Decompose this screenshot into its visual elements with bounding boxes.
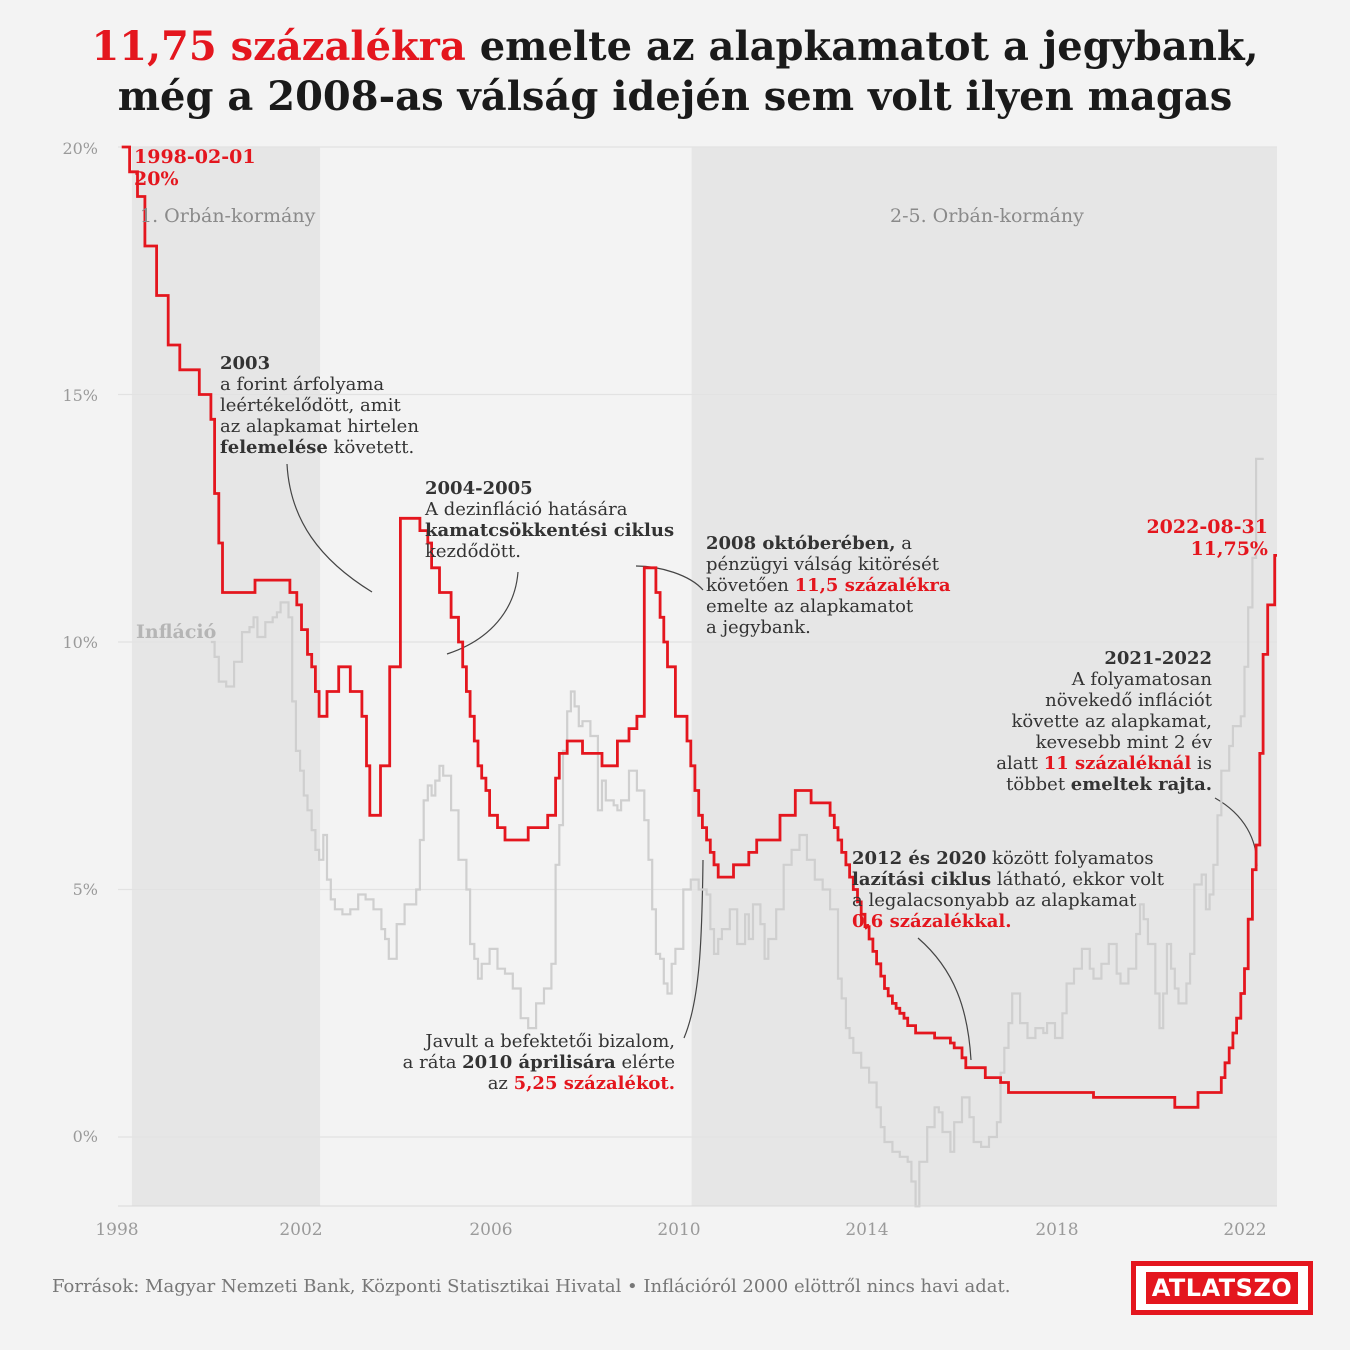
x-tick-label-1998: 1998: [95, 1220, 139, 1240]
annotation-2004-bold: kamatcsökkentési ciklus: [425, 520, 675, 541]
period-label-1: 1. Orbán-kormány: [140, 205, 316, 227]
annotation-2021-year: 2021-2022: [1104, 648, 1212, 669]
end-label: 2022-08-31 11,75%: [1100, 516, 1268, 560]
annotation-2008-bold: 2008 októberében,: [706, 533, 896, 554]
annotation-2012-red: 0,6 százalékkal.: [852, 911, 1012, 932]
title-line-1-rest: emelte az alapkamatot a jegybank,: [465, 23, 1259, 70]
start-label: 1998-02-01 20%: [134, 146, 256, 190]
annotation-2021-line: követte az alapkamat,: [1011, 711, 1212, 732]
annotation-2012-bold: 2012 és 2020: [852, 848, 987, 869]
annotation-2003-line: leértékelődött, amit: [220, 395, 401, 416]
annotation-2008-line: a jegybank.: [706, 617, 811, 638]
annotation-2021-line: növekedő inflációt: [1045, 690, 1212, 711]
annotation-2021-2022: 2021-2022 A folyamatosan növekedő inflác…: [960, 648, 1212, 795]
annotation-2021-line: is: [1191, 753, 1212, 774]
annotation-2010-line: az: [487, 1073, 514, 1094]
logo-text: ATLATSZO: [1145, 1272, 1299, 1304]
annotation-2008-red: 11,5 százalékra: [794, 575, 951, 596]
leader-2012: [917, 937, 972, 1061]
annotation-2003: 2003 a forint árfolyama leértékelődött, …: [220, 353, 419, 458]
annotation-2010: Javult a befektetői bizalom, a ráta 2010…: [380, 1031, 675, 1094]
annotation-2021-line: alatt: [996, 753, 1044, 774]
title-line-2: még a 2008-as válság idején sem volt ily…: [117, 73, 1233, 120]
annotation-2008-line: követően: [706, 575, 795, 596]
leader-2010: [683, 859, 704, 1039]
annotation-2008: 2008 októberében, a pénzügyi válság kitö…: [706, 533, 951, 638]
title-line-1: 11,75 százalékra emelte az alapkamatot a…: [0, 22, 1350, 72]
x-tick-label-2018: 2018: [1035, 1220, 1079, 1240]
annotation-2004-2005: 2004-2005 A dezinfláció hatására kamatcs…: [425, 478, 674, 562]
leader-2004: [446, 571, 519, 655]
annotation-2012-line: között folyamatos: [986, 848, 1154, 869]
y-tick-label-15: 15%: [62, 386, 98, 405]
annotation-2012-bold: lazítási ciklus: [852, 869, 992, 890]
leader-2003: [286, 463, 373, 593]
x-tick-label-2022: 2022: [1223, 1220, 1267, 1240]
start-value: 20%: [134, 168, 179, 190]
annotation-2003-bold: felemelése: [220, 437, 328, 458]
annotation-2008-line: a: [895, 533, 912, 554]
annotation-2021-line: A folyamatosan: [1071, 669, 1212, 690]
annotation-2021-line: kevesebb mint 2 év: [1035, 732, 1212, 753]
annotation-2012-2020: 2012 és 2020 között folyamatos lazítási …: [852, 848, 1164, 932]
end-value: 11,75%: [1190, 538, 1268, 560]
y-tick-label-10: 10%: [62, 633, 98, 652]
annotation-2004-line: kezdődött.: [425, 541, 521, 562]
start-date: 1998-02-01: [134, 146, 256, 168]
annotation-2010-bold: 2010 áprilisára: [462, 1052, 616, 1073]
annotation-2021-line: többet: [1006, 774, 1071, 795]
annotation-2021-red: 11 százaléknál: [1043, 753, 1192, 774]
x-tick-label-2014: 2014: [845, 1220, 889, 1240]
annotation-2010-red: 5,25 százalékot.: [513, 1073, 675, 1094]
inflation-series-label: Infláció: [136, 621, 217, 643]
title-highlight: 11,75 százalékra: [91, 23, 466, 70]
annotation-2010-line: Javult a befektetői bizalom,: [425, 1031, 675, 1052]
annotation-2004-year: 2004-2005: [425, 478, 533, 499]
annotation-leaders: [286, 463, 1258, 1061]
annotation-2010-line: elérte: [615, 1052, 675, 1073]
gridlines: [118, 146, 1277, 1138]
annotation-2008-line: emelte az alapkamatot: [706, 596, 914, 617]
period-band-2: [691, 147, 1277, 1206]
series-layer: [121, 145, 1277, 1208]
y-tick-label-0: 0%: [72, 1127, 98, 1146]
chart-title: 11,75 százalékra emelte az alapkamatot a…: [0, 22, 1350, 122]
annotation-2003-line: követett.: [327, 437, 415, 458]
atlatszo-logo: ATLATSZO: [1131, 1261, 1313, 1315]
leader-2008: [635, 565, 704, 591]
annotation-2010-line: a ráta: [402, 1052, 463, 1073]
x-tick-label-2010: 2010: [657, 1220, 701, 1240]
annotation-2012-line: látható, ekkor volt: [991, 869, 1165, 890]
base-rate-line: [121, 145, 1277, 1109]
x-tick-label-2006: 2006: [469, 1220, 513, 1240]
inflation-line: [210, 457, 1264, 1208]
y-tick-label-5: 5%: [72, 880, 98, 899]
annotation-2012-line: a legalacsonyabb az alapkamat: [852, 890, 1137, 911]
annotation-2004-line: A dezinfláció hatására: [425, 499, 628, 520]
y-tick-label-20: 20%: [62, 139, 98, 158]
annotation-2008-line: pénzügyi válság kitörését: [706, 554, 939, 575]
period-bands: [131, 147, 1277, 1206]
period-band-1: [131, 147, 321, 1206]
source-note: Források: Magyar Nemzeti Bank, Központi …: [52, 1276, 1011, 1297]
annotation-2003-year: 2003: [220, 353, 271, 374]
end-date: 2022-08-31: [1146, 516, 1268, 538]
annotation-2021-bold: emeltek rajta.: [1070, 774, 1212, 795]
annotation-2003-line: az alapkamat hirtelen: [220, 416, 419, 437]
annotation-2003-line: a forint árfolyama: [220, 374, 385, 395]
x-tick-label-2002: 2002: [279, 1220, 323, 1240]
period-label-2: 2-5. Orbán-kormány: [890, 205, 1084, 227]
